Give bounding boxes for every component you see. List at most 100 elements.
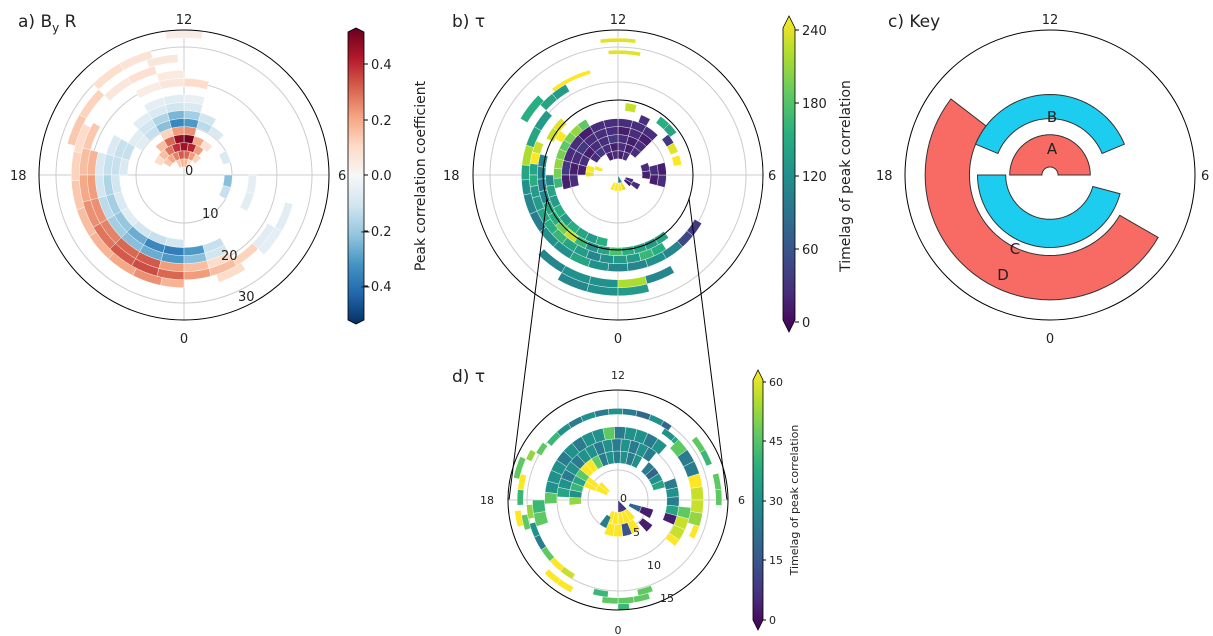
panel-a-cbar-tick-0.2: 0.2 xyxy=(371,114,392,129)
panel-d-heatmap xyxy=(513,408,723,610)
panel-c-tick-12: 12 xyxy=(1042,13,1059,28)
key-region-A xyxy=(1009,134,1091,176)
panel-a-colorbar: 0.4 0.2 0.0 −0.2 −0.4 Peak correlation c… xyxy=(347,27,429,325)
b-heatmap-cell xyxy=(617,174,623,184)
panel-b-heatmap xyxy=(520,37,702,297)
d-heatmap-cell xyxy=(544,568,561,585)
b-heatmap-cell xyxy=(648,174,659,186)
d-heatmap-cell xyxy=(613,426,626,440)
b-heatmap-cell xyxy=(617,134,629,145)
panel-c: c) Key A B C D 12 6 0 18 xyxy=(876,12,1209,347)
a-heatmap-cell xyxy=(246,174,257,195)
b-heatmap-cell xyxy=(666,142,679,156)
b-heatmap-cell xyxy=(585,171,595,177)
b-heatmap-cell xyxy=(569,174,580,188)
panel-a-tick-18: 18 xyxy=(10,169,27,184)
panel-c-tick-18: 18 xyxy=(876,169,893,184)
a-heatmap-cell xyxy=(202,237,225,254)
d-heatmap-cell xyxy=(598,481,611,493)
key-label-D: D xyxy=(997,266,1009,284)
d-heatmap-cell xyxy=(636,585,654,596)
d-heatmap-cell xyxy=(690,486,704,501)
panel-a-rtick-20: 20 xyxy=(221,249,238,264)
panel-a-colorbar-body xyxy=(347,27,365,325)
panel-a-tick-6: 6 xyxy=(338,169,346,184)
a-heatmap-cell xyxy=(175,159,183,169)
d-heatmap-cell xyxy=(617,596,635,605)
panel-a-colorbar-label: Peak correlation coefficient xyxy=(413,80,429,271)
d-heatmap-cell xyxy=(611,438,622,452)
b-heatmap-cell xyxy=(594,165,604,172)
d-heatmap-cell xyxy=(533,511,549,527)
panel-d-title: d) τ xyxy=(452,367,485,387)
a-heatmap-cell xyxy=(179,142,189,152)
b-heatmap-cell xyxy=(661,134,675,148)
key-label-C: C xyxy=(1010,240,1020,258)
d-heatmap-cell xyxy=(532,499,546,514)
d-heatmap-cell xyxy=(677,449,695,467)
panel-d-tick-18: 18 xyxy=(480,494,494,507)
b-heatmap-cell xyxy=(609,246,623,256)
d-heatmap-cell xyxy=(595,484,609,496)
d-heatmap-cell xyxy=(622,408,638,417)
a-heatmap-cell xyxy=(183,78,210,90)
a-heatmap-cell xyxy=(239,191,255,212)
panel-b-tick-18: 18 xyxy=(443,169,460,184)
b-heatmap-cell xyxy=(607,49,641,57)
a-heatmap-cell xyxy=(134,134,151,152)
b-heatmap-cell xyxy=(551,69,592,93)
d-heatmap-cell xyxy=(525,449,537,462)
a-heatmap-cell xyxy=(79,89,105,119)
d-heatmap-cell xyxy=(556,578,574,593)
panel-a-rtick-10: 10 xyxy=(202,207,219,222)
b-heatmap-cell xyxy=(599,37,637,44)
panel-b-frame xyxy=(472,29,764,321)
zoom-connector-right xyxy=(688,197,728,501)
d-heatmap-cell xyxy=(580,411,597,423)
d-heatmap-cell xyxy=(628,502,642,513)
b-heatmap-cell xyxy=(589,151,602,164)
panel-a-title: a) By R xyxy=(18,12,77,35)
d-heatmap-cell xyxy=(546,431,562,447)
a-heatmap-cell xyxy=(103,77,132,102)
panel-d-colorbar-body xyxy=(752,369,764,631)
d-heatmap-cell xyxy=(635,410,652,421)
a-heatmap-cell xyxy=(274,201,294,232)
d-heatmap-cell xyxy=(683,460,700,478)
d-heatmap-cell xyxy=(663,477,679,491)
d-heatmap-cell xyxy=(712,472,722,490)
panel-d-cbar-tick-0: 0 xyxy=(769,614,776,627)
key-label-A: A xyxy=(1047,140,1058,158)
b-heatmap-cell xyxy=(656,162,667,176)
b-heatmap-cell xyxy=(605,151,615,162)
panel-d-tick-6: 6 xyxy=(738,494,745,507)
b-heatmap-cell xyxy=(641,170,651,180)
b-heatmap-cell xyxy=(577,164,588,176)
a-heatmap-cell xyxy=(252,223,275,250)
b-heatmap-cell xyxy=(520,94,545,123)
b-heatmap-cell xyxy=(671,154,682,167)
panel-a-tick-0: 0 xyxy=(180,332,188,347)
panel-d-cbar-tick-45: 45 xyxy=(769,435,783,448)
d-heatmap-cell xyxy=(601,596,619,605)
panel-d: d) τ 12 6 0 18 0 5 10 15 60 45 30 15 xyxy=(452,367,801,636)
key-region-D xyxy=(924,98,1159,301)
d-heatmap-cell xyxy=(648,473,663,486)
b-heatmap-cell xyxy=(537,166,547,180)
panel-d-frame xyxy=(507,389,729,611)
key-region-B xyxy=(974,93,1126,155)
b-heatmap-cell xyxy=(655,116,670,130)
b-heatmap-cell xyxy=(521,164,531,181)
panel-b-colorbar-body xyxy=(782,15,796,333)
d-heatmap-cell xyxy=(617,603,630,610)
b-heatmap-cell xyxy=(624,102,638,113)
a-heatmap-cell xyxy=(183,134,195,145)
panel-a-colorbar-ticks xyxy=(364,63,368,287)
panel-d-rtick-10: 10 xyxy=(647,559,661,572)
d-heatmap-cell xyxy=(648,414,665,427)
zoom-connector-left xyxy=(508,197,548,501)
a-heatmap-cell xyxy=(218,150,231,165)
panel-a-cbar-tick-neg0.4: −0.4 xyxy=(360,280,392,295)
b-heatmap-cell xyxy=(553,177,564,189)
d-heatmap-cell xyxy=(644,467,660,481)
